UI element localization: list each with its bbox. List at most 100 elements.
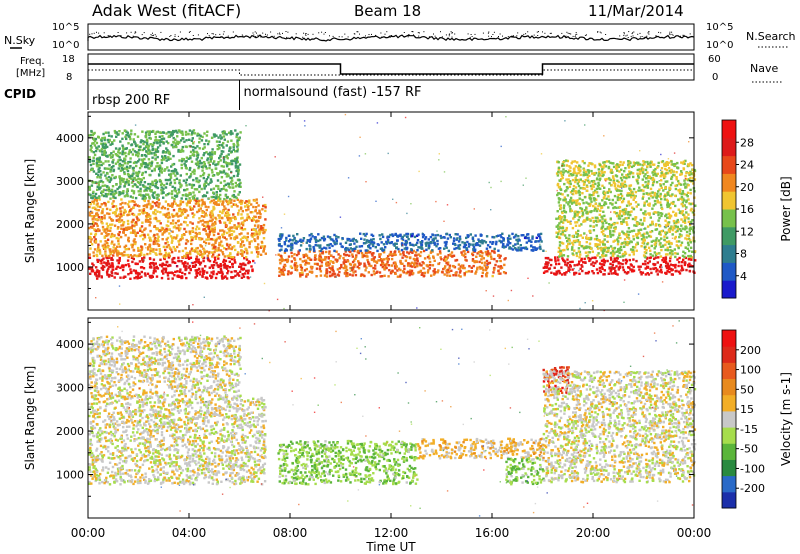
- data-cell: [235, 236, 239, 239]
- data-cell: [119, 235, 123, 239]
- data-cell: [207, 183, 210, 186]
- data-cell: [598, 172, 601, 175]
- data-cell: [582, 220, 585, 223]
- data-cell: [104, 250, 107, 253]
- nsearch-point: [469, 36, 471, 38]
- data-cell: [148, 130, 151, 133]
- data-cell: [101, 225, 105, 229]
- data-cell: [96, 229, 99, 233]
- data-cell: [332, 255, 335, 259]
- data-cell: [234, 150, 237, 153]
- data-cell: [121, 132, 124, 135]
- data-cell: [208, 250, 211, 254]
- data-cell: [165, 254, 168, 257]
- data-cell: [672, 210, 675, 214]
- data-cell: [210, 155, 213, 159]
- data-cell: [472, 246, 476, 249]
- data-cell: [90, 215, 94, 218]
- data-cell: [317, 233, 320, 236]
- data-cell: [688, 202, 691, 205]
- data-cell: [206, 158, 209, 162]
- data-cell: [454, 274, 458, 277]
- data-cell: [499, 265, 503, 268]
- data-cell: [236, 198, 239, 201]
- data-cell: [399, 253, 402, 256]
- data-cell: [129, 150, 133, 154]
- data-cell: [96, 269, 99, 272]
- data-cell: [197, 204, 200, 208]
- data-cell: [318, 268, 322, 271]
- data-cell: [93, 153, 97, 157]
- data-cell: [230, 233, 234, 236]
- data-cell: [668, 259, 672, 263]
- data-cell: [160, 228, 164, 231]
- data-cell: [141, 162, 144, 166]
- data-cell: [111, 219, 115, 222]
- data-cell: [162, 158, 166, 161]
- data-cell: [488, 245, 492, 249]
- data-cell: [174, 174, 177, 177]
- nsearch-point: [507, 36, 509, 38]
- data-cell: [165, 159, 168, 162]
- data-cell: [583, 187, 586, 190]
- data-cell: [648, 260, 651, 263]
- data-cell: [364, 234, 367, 237]
- data-cell: [409, 264, 412, 268]
- data-cell: [611, 263, 614, 267]
- data-cell: [349, 266, 352, 270]
- nsearch-point: [671, 33, 673, 35]
- nsearch-point: [570, 33, 572, 35]
- nsearch-point: [277, 33, 279, 35]
- data-cell: [288, 240, 291, 243]
- data-cell: [352, 271, 355, 274]
- data-cell: [280, 255, 283, 258]
- data-cell: [499, 234, 502, 237]
- data-cell: [262, 204, 265, 208]
- data-cell: [639, 271, 642, 274]
- data-cell: [525, 241, 528, 244]
- data-cell: [684, 237, 687, 240]
- data-cell: [166, 220, 170, 223]
- data-cell: [200, 165, 204, 168]
- data-cell: [172, 208, 176, 212]
- data-cell: [331, 274, 334, 277]
- data-cell: [201, 210, 204, 213]
- data-cell: [196, 246, 199, 250]
- data-cell: [112, 246, 115, 249]
- data-cell: [628, 211, 631, 214]
- data-cell: [241, 254, 244, 257]
- data-cell: [293, 241, 297, 245]
- data-cell: [446, 263, 450, 266]
- data-cell: [230, 247, 233, 251]
- data-cell: [121, 152, 124, 156]
- data-cell: [450, 269, 453, 272]
- data-cell: [129, 209, 132, 212]
- data-cell: [101, 194, 104, 197]
- data-cell: [657, 219, 660, 222]
- data-cell: [99, 160, 103, 164]
- data-cell: [580, 259, 583, 262]
- data-cell: [285, 236, 288, 240]
- data-cell: [132, 231, 135, 234]
- data-cell: [279, 235, 282, 238]
- data-cell: [176, 131, 179, 134]
- data-cell: [424, 236, 428, 239]
- data-cell: [623, 245, 626, 248]
- data-cell: [134, 232, 137, 235]
- data-cell: [403, 247, 406, 250]
- data-cell: [519, 244, 522, 247]
- data-cell: [198, 190, 201, 194]
- data-cell: [259, 253, 263, 256]
- data-cell: [325, 262, 328, 266]
- data-cell: [211, 266, 215, 270]
- data-cell: [156, 146, 160, 149]
- data-cell: [127, 273, 130, 276]
- data-cell: [196, 250, 199, 253]
- data-cell: [227, 216, 230, 219]
- data-cell: [223, 221, 226, 224]
- nsearch-point: [546, 36, 548, 38]
- data-cell: [206, 142, 210, 146]
- data-cell: [232, 237, 236, 240]
- data-cell: [585, 206, 588, 209]
- data-cell: [653, 257, 656, 260]
